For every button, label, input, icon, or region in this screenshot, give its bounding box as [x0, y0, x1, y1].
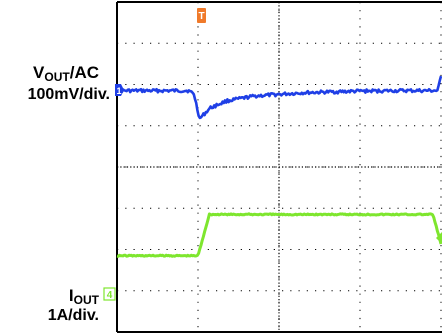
svg-text:1: 1 [116, 86, 121, 96]
ch4-edge-arrow [436, 232, 442, 244]
trigger-marker: T [197, 8, 206, 23]
vout-label: VOUT/AC [33, 63, 99, 84]
grid [116, 1, 442, 333]
vout-scale: 100mV/div. [27, 86, 110, 103]
channel-4-marker: 4 [103, 287, 116, 301]
svg-text:4: 4 [107, 290, 113, 301]
channel-1-marker: 1 [115, 84, 124, 96]
iout-scale: 1A/div. [47, 307, 99, 324]
iout-trace [116, 212, 442, 258]
svg-text:T: T [198, 11, 204, 22]
iout-label: IOUT [68, 286, 99, 307]
vout-trace [116, 75, 442, 120]
